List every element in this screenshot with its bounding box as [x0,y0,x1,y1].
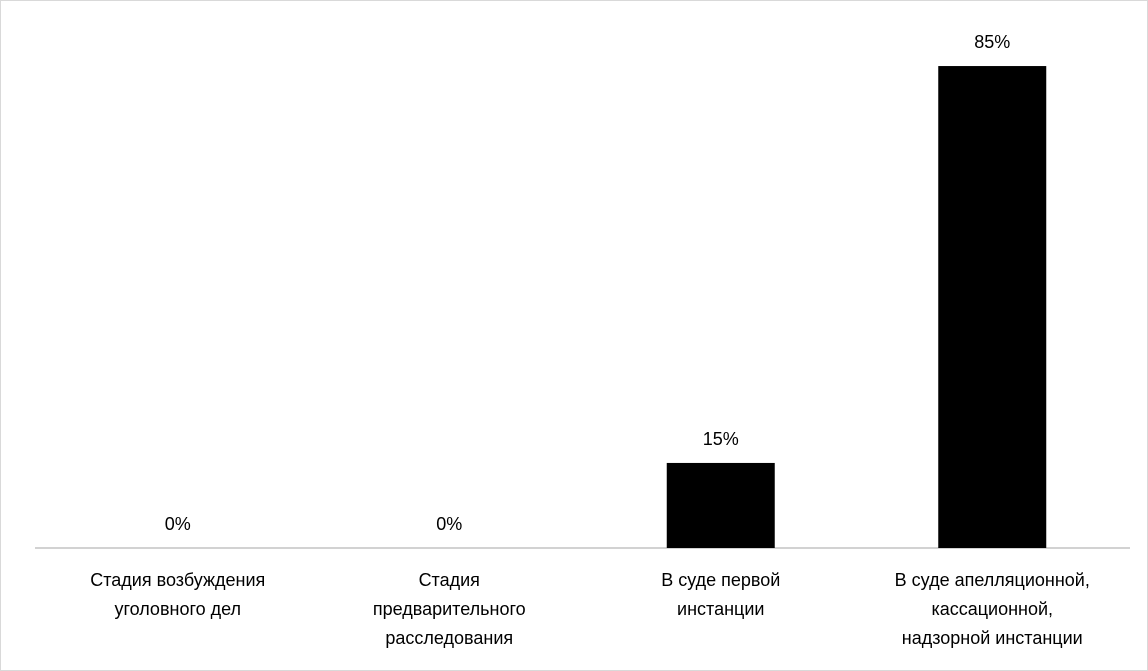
value-label: 85% [974,32,1010,52]
x-tick-label: Стадия возбуждения уголовного дел [90,570,266,619]
bar [666,462,775,548]
x-tick-label: В суде первой инстанции [661,570,781,619]
value-label: 0% [165,514,191,534]
x-tick-label: В суде апелляционной, кассационной, надз… [894,570,1090,648]
bar [938,66,1047,549]
value-label: 15% [703,429,739,449]
x-tick-label: Стадия предварительного расследования [372,570,526,648]
value-label: 0% [436,514,462,534]
